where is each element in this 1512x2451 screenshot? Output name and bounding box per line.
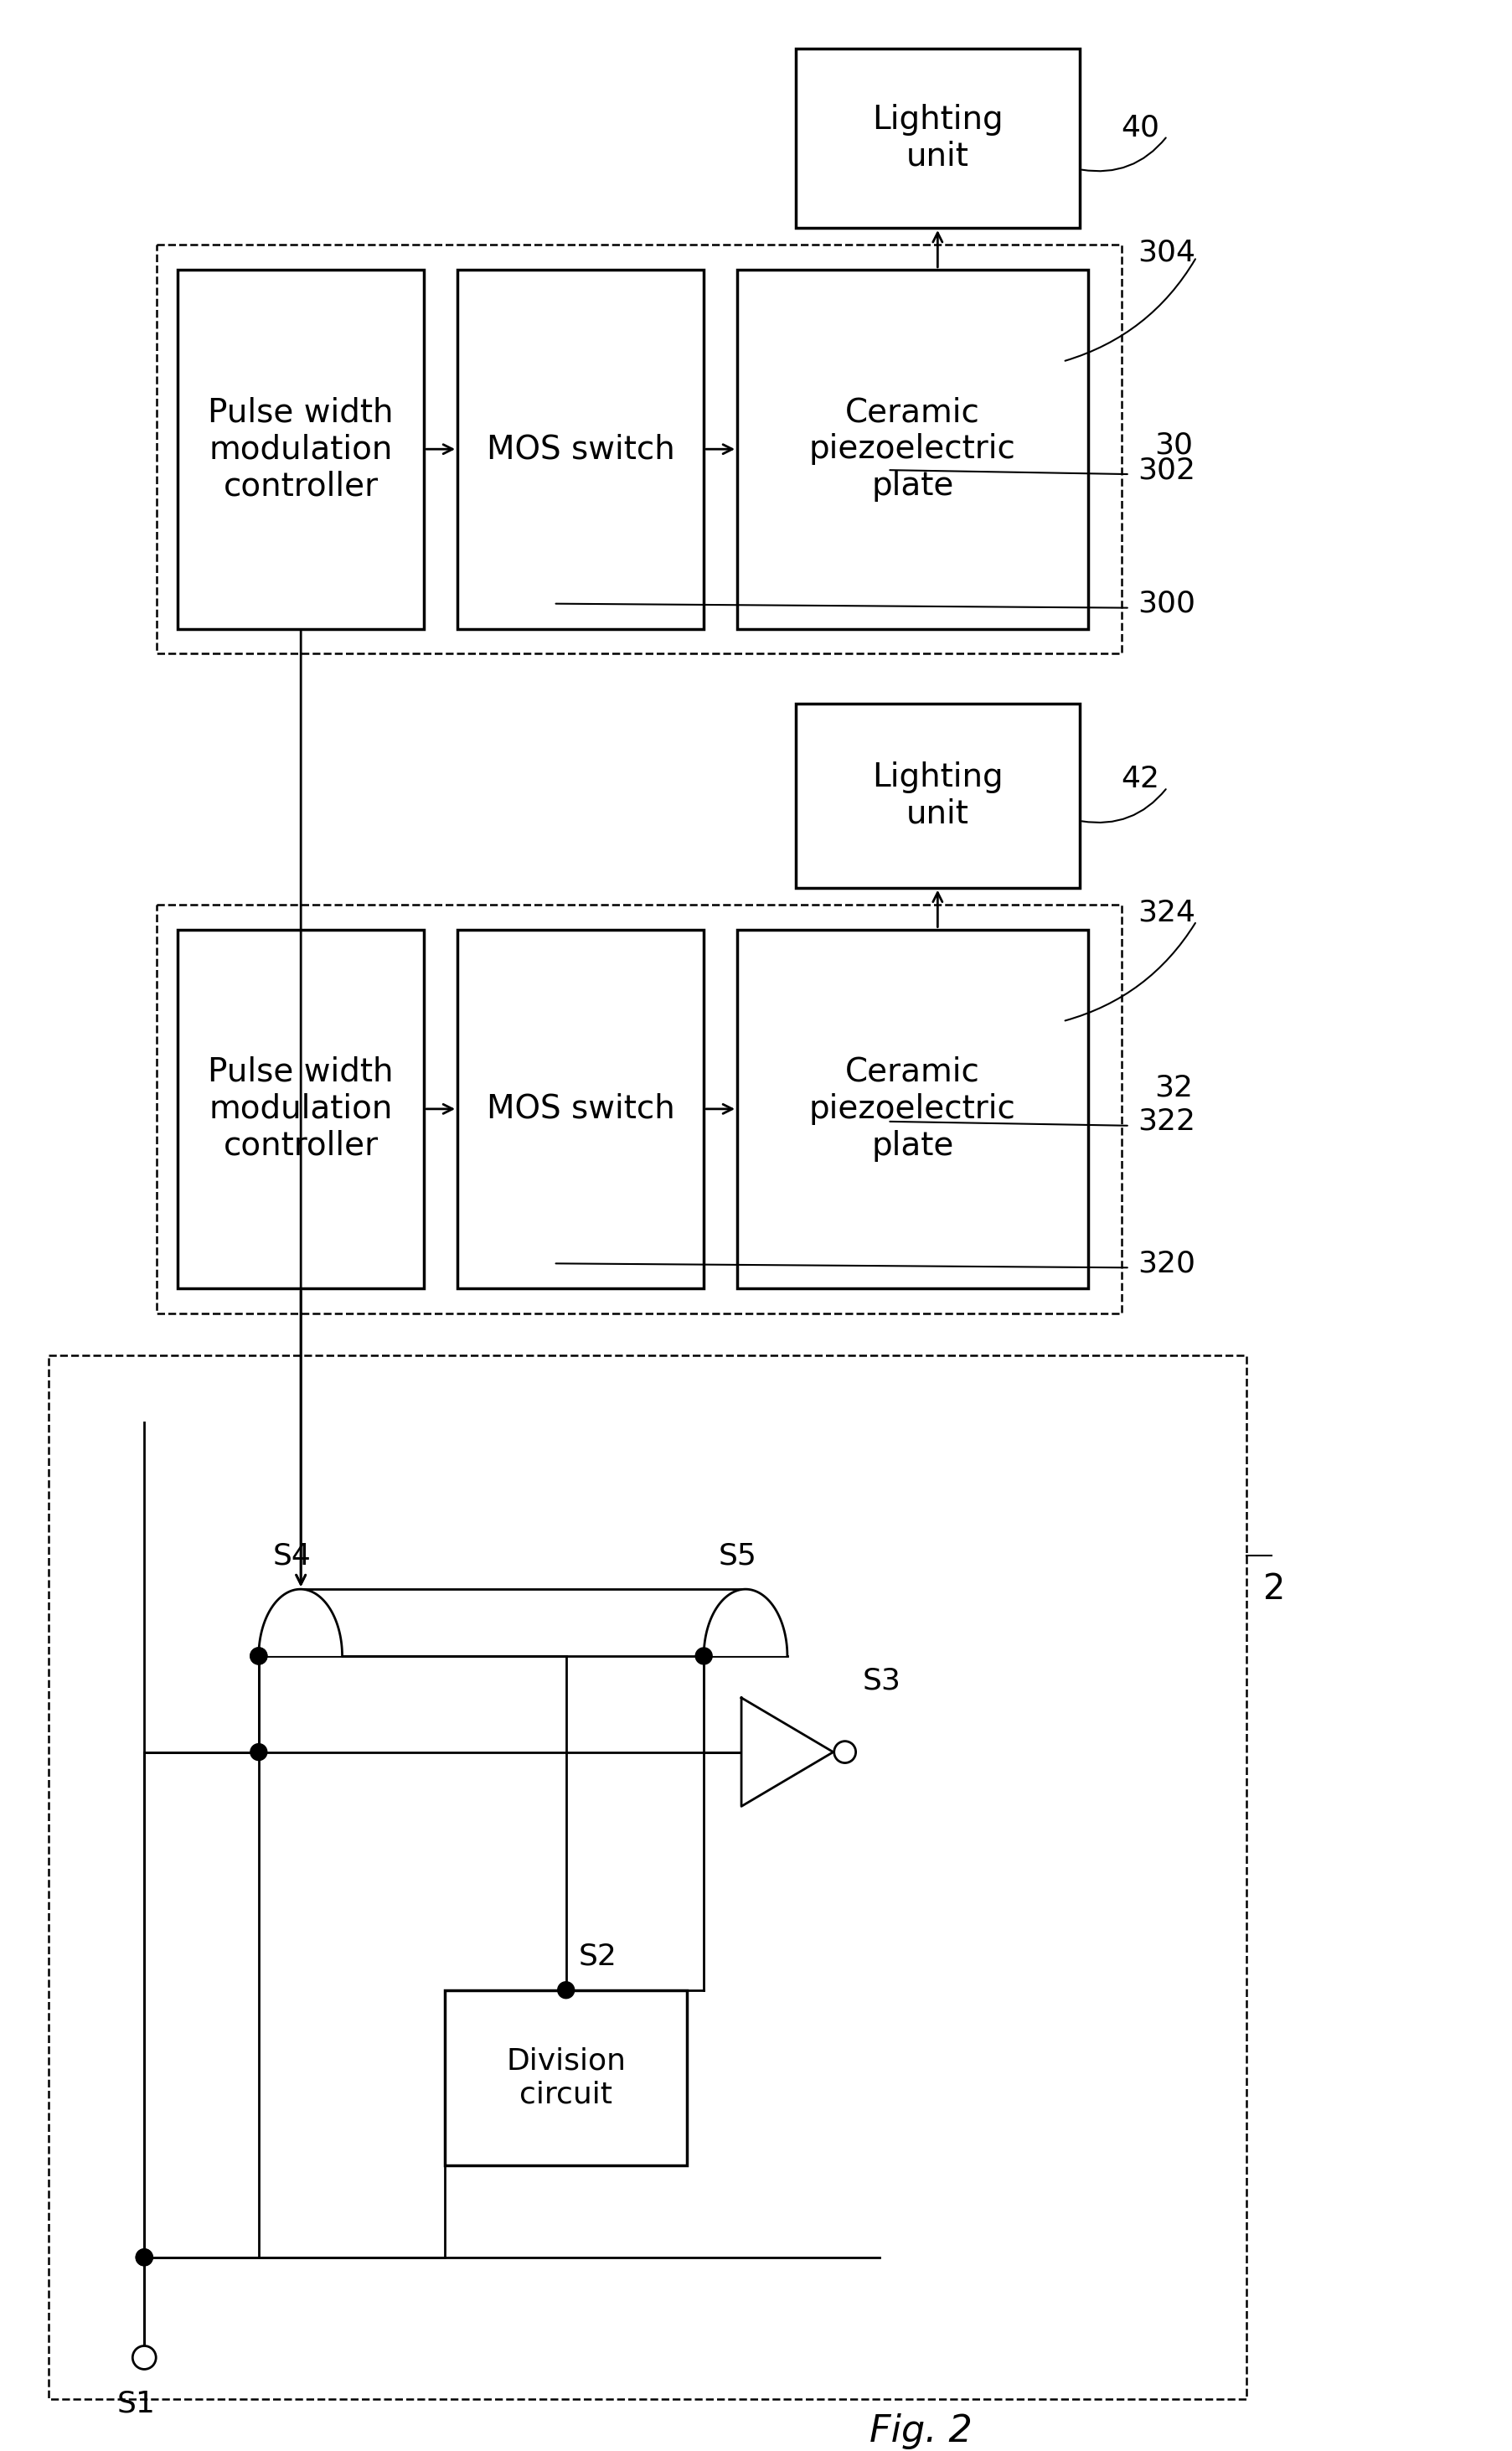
- Polygon shape: [703, 1588, 786, 1657]
- Text: 324: 324: [1137, 900, 1194, 926]
- Circle shape: [133, 2346, 156, 2370]
- Text: Lighting
unit: Lighting unit: [871, 103, 1002, 172]
- Bar: [445, 1990, 686, 2167]
- Polygon shape: [741, 1699, 833, 1806]
- Bar: [48, 1355, 1246, 2400]
- Circle shape: [249, 1647, 268, 1664]
- Text: S5: S5: [718, 1542, 756, 1571]
- Text: Fig. 2: Fig. 2: [869, 2414, 972, 2449]
- Bar: [795, 49, 1080, 228]
- Bar: [457, 929, 703, 1289]
- Text: Pulse width
modulation
controller: Pulse width modulation controller: [209, 1056, 393, 1162]
- Text: 322: 322: [1137, 1108, 1194, 1135]
- Bar: [457, 270, 703, 630]
- Text: 32: 32: [1154, 1074, 1193, 1103]
- Text: Pulse width
modulation
controller: Pulse width modulation controller: [209, 397, 393, 502]
- Bar: [177, 270, 423, 630]
- Circle shape: [833, 1740, 856, 1762]
- Bar: [177, 929, 423, 1289]
- Text: 302: 302: [1137, 456, 1194, 485]
- Text: MOS switch: MOS switch: [487, 434, 674, 466]
- Bar: [157, 245, 1120, 654]
- Text: Ceramic
piezoelectric
plate: Ceramic piezoelectric plate: [809, 397, 1016, 502]
- Circle shape: [136, 2250, 153, 2265]
- Text: S3: S3: [862, 1667, 901, 1696]
- Bar: [736, 929, 1087, 1289]
- Bar: [795, 703, 1080, 887]
- Circle shape: [249, 1647, 268, 1664]
- Bar: [736, 270, 1087, 630]
- Text: 304: 304: [1137, 238, 1194, 267]
- Text: MOS switch: MOS switch: [487, 1093, 674, 1125]
- Text: 320: 320: [1137, 1250, 1194, 1277]
- Text: 300: 300: [1137, 588, 1194, 618]
- Circle shape: [558, 1983, 575, 1998]
- Text: Ceramic
piezoelectric
plate: Ceramic piezoelectric plate: [809, 1056, 1016, 1162]
- Text: Division
circuit: Division circuit: [507, 2047, 626, 2108]
- Text: Lighting
unit: Lighting unit: [871, 762, 1002, 831]
- Text: 42: 42: [1120, 765, 1160, 794]
- Text: 30: 30: [1154, 431, 1193, 458]
- Text: S2: S2: [578, 1944, 617, 1971]
- Circle shape: [136, 2250, 153, 2265]
- Text: S1: S1: [116, 2390, 156, 2417]
- Text: 40: 40: [1120, 113, 1160, 142]
- Polygon shape: [259, 1588, 342, 1657]
- Circle shape: [249, 1743, 268, 1760]
- Text: 2: 2: [1263, 1571, 1285, 1608]
- Text: S4: S4: [272, 1542, 311, 1571]
- Bar: [157, 904, 1120, 1314]
- Circle shape: [696, 1647, 712, 1664]
